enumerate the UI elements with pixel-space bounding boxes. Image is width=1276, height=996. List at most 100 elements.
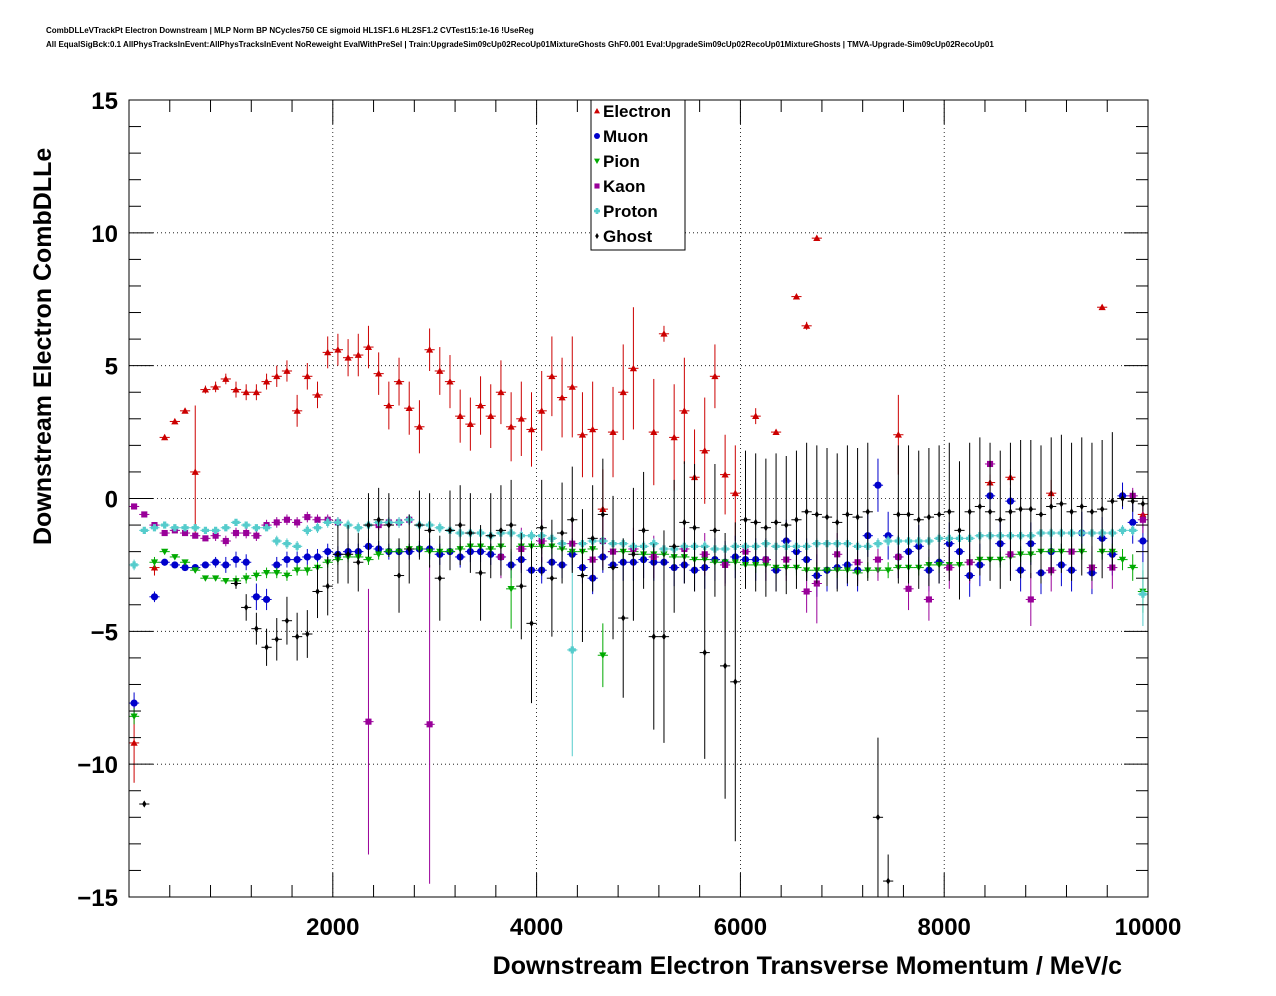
series-layer <box>129 234 1148 897</box>
data-point <box>875 813 881 821</box>
y-tick-label: 5 <box>105 354 118 381</box>
chart-title-line-2: All EqualSigBck:0.1 AllPhysTracksInEvent… <box>46 40 994 49</box>
data-point <box>395 378 403 385</box>
data-point <box>1099 505 1105 513</box>
data-point <box>222 561 230 569</box>
data-point <box>130 739 138 746</box>
legend-marker <box>594 208 601 214</box>
data-point <box>701 542 709 550</box>
data-point <box>150 559 159 566</box>
data-point <box>304 514 311 521</box>
data-point <box>294 519 301 526</box>
data-point <box>426 721 433 728</box>
data-point <box>386 521 392 529</box>
data-point <box>417 521 422 529</box>
data-point <box>262 378 271 385</box>
data-point <box>161 548 169 556</box>
legend-label: Electron <box>603 102 671 121</box>
data-point <box>549 574 555 582</box>
data-point <box>181 563 189 572</box>
data-point <box>244 603 249 612</box>
data-point <box>364 556 373 564</box>
data-point <box>661 633 667 641</box>
data-point <box>497 388 505 396</box>
data-point <box>171 554 179 561</box>
data-point <box>232 529 240 537</box>
data-point <box>212 532 219 539</box>
x-tick-label: 10000 <box>1115 914 1182 941</box>
data-point <box>405 404 413 412</box>
data-point <box>1027 596 1034 603</box>
data-point <box>1129 526 1137 534</box>
data-point <box>1069 508 1074 516</box>
data-point <box>1018 505 1023 513</box>
data-point <box>578 431 587 438</box>
data-point <box>201 526 210 534</box>
data-point <box>559 529 565 537</box>
legend: Electron Muon Pion Kaon Proton Ghost <box>590 99 686 251</box>
data-point <box>426 346 434 353</box>
data-point <box>242 521 250 529</box>
data-point <box>589 425 597 433</box>
data-point <box>313 524 322 532</box>
data-point <box>682 518 687 527</box>
data-point <box>150 524 159 532</box>
data-point <box>427 526 432 534</box>
data-point <box>273 570 281 577</box>
data-point <box>1120 494 1125 503</box>
data-point <box>303 567 311 574</box>
data-point <box>733 678 738 686</box>
data-point <box>1130 497 1135 505</box>
data-point <box>171 417 179 425</box>
chart-title-line-1: CombDLLeVTrackPt Electron Downstream | M… <box>46 26 534 35</box>
data-point <box>294 633 300 641</box>
data-point <box>865 508 870 516</box>
data-point <box>264 643 269 651</box>
data-point <box>884 567 892 574</box>
data-point <box>171 561 179 569</box>
data-point <box>1129 564 1137 572</box>
data-point <box>527 532 536 540</box>
data-point <box>874 540 882 548</box>
data-point <box>874 556 882 563</box>
data-point <box>722 662 728 670</box>
data-point <box>293 556 301 564</box>
series-ghost <box>139 432 1148 897</box>
data-point <box>366 521 371 529</box>
data-point <box>508 521 514 529</box>
data-point <box>570 516 575 524</box>
data-point <box>468 529 473 537</box>
data-point <box>303 372 311 380</box>
legend-marker <box>595 233 599 239</box>
x-tick-label: 2000 <box>306 914 359 941</box>
data-point <box>415 423 424 430</box>
data-point <box>845 510 850 519</box>
data-point <box>466 420 474 427</box>
data-point <box>254 625 259 633</box>
data-point <box>548 372 556 380</box>
data-point <box>1140 500 1146 508</box>
data-point <box>375 370 383 377</box>
data-point <box>1139 516 1146 523</box>
data-point <box>599 652 607 659</box>
data-point <box>324 348 332 356</box>
data-point <box>202 535 209 542</box>
data-point <box>731 489 739 497</box>
data-point <box>743 516 748 524</box>
data-point <box>161 558 169 566</box>
data-point <box>273 519 280 526</box>
data-point <box>242 558 250 566</box>
data-point <box>356 558 361 566</box>
data-point <box>558 393 566 401</box>
data-point <box>335 550 341 558</box>
legend-marker <box>594 158 600 164</box>
series-muon <box>129 458 1148 714</box>
data-point <box>222 524 230 532</box>
data-point <box>242 575 250 582</box>
x-tick-label: 8000 <box>918 914 971 941</box>
legend-marker <box>594 108 600 114</box>
data-point <box>792 292 801 300</box>
data-point <box>181 529 189 537</box>
data-point <box>813 234 821 242</box>
